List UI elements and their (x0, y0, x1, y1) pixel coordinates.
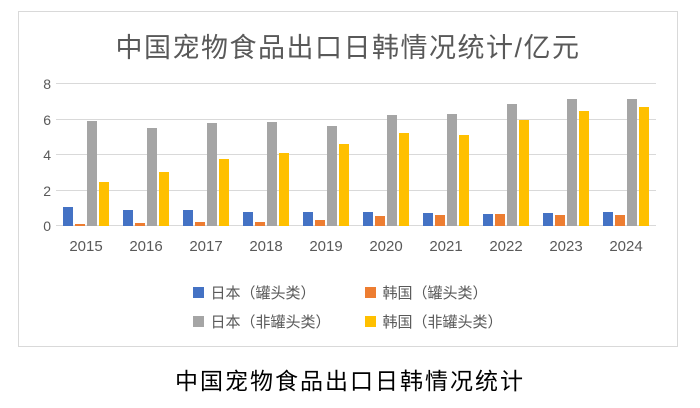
legend-label: 韩国（非罐头类） (382, 314, 503, 331)
chart-title: 中国宠物食品出口日韩情况统计/亿元 (115, 33, 581, 63)
bar-group-2017 (176, 84, 236, 226)
bar-group-2016 (116, 84, 176, 226)
y-tick-label: 6 (43, 111, 51, 128)
bar-韩国（非罐头类）-2015 (99, 181, 109, 226)
bar-日本（非罐头类）-2023 (567, 99, 577, 226)
bar-日本（罐头类）-2018 (243, 211, 253, 226)
bar-日本（非罐头类）-2017 (207, 123, 217, 226)
bar-韩国（罐头类）-2023 (555, 215, 565, 226)
bar-日本（非罐头类）-2024 (627, 99, 637, 226)
bar-日本（罐头类）-2022 (483, 213, 493, 226)
bar-日本（罐头类）-2015 (63, 207, 73, 226)
gridline (56, 83, 656, 84)
x-tick-label: 2020 (369, 238, 403, 255)
bar-group-2024 (596, 84, 656, 226)
y-tick-label: 8 (43, 76, 51, 92)
bar-韩国（罐头类）-2021 (435, 215, 445, 226)
bar-韩国（非罐头类）-2023 (579, 110, 589, 226)
legend-item: 韩国（非罐头类） (365, 311, 503, 332)
bar-日本（非罐头类）-2019 (327, 125, 337, 226)
bar-group-2018 (236, 84, 296, 226)
bar-韩国（罐头类）-2022 (495, 213, 505, 226)
bar-韩国（罐头类）-2015 (75, 224, 85, 226)
legend-label: 日本（非罐头类） (210, 314, 331, 331)
plot-area (56, 83, 656, 226)
legend-swatch-icon (365, 287, 377, 298)
bar-日本（非罐头类）-2022 (507, 104, 517, 226)
x-tick-label: 2017 (189, 238, 223, 255)
legend-swatch-icon (193, 316, 205, 327)
bar-group-2023 (536, 84, 596, 226)
bar-韩国（罐头类）-2017 (195, 222, 205, 226)
y-tick-label: 2 (43, 182, 51, 199)
bar-日本（非罐头类）-2018 (267, 122, 277, 226)
bar-日本（罐头类）-2023 (543, 212, 553, 226)
bar-韩国（非罐头类）-2019 (339, 144, 349, 226)
x-tick-label: 2023 (549, 238, 583, 255)
legend: 日本（罐头类） 韩国（罐头类） 日本（非罐头类） 韩国（非罐头类） (19, 282, 677, 332)
chart-frame: 中国宠物食品出口日韩情况统计/亿元 0 2 4 6 8 2015 2016 2017 2018… (18, 11, 678, 347)
gridline (56, 118, 656, 120)
y-tick-label: 4 (43, 147, 51, 163)
x-axis: 2015 2016 2017 2018 2019 2020 2021 2022 2023 2024 (56, 238, 656, 255)
bar-日本（罐头类）-2017 (183, 210, 193, 226)
bar-日本（非罐头类）-2020 (387, 115, 397, 226)
bar-韩国（非罐头类）-2016 (159, 171, 169, 226)
chart-caption: 中国宠物食品出口日韩情况统计 (175, 369, 525, 394)
legend-swatch-icon (193, 287, 205, 298)
bar-日本（罐头类）-2021 (423, 212, 433, 226)
bar-日本（非罐头类）-2016 (147, 128, 157, 226)
bar-韩国（罐头类）-2020 (375, 216, 385, 226)
bar-group-2022 (476, 84, 536, 226)
bar-韩国（非罐头类）-2021 (459, 135, 469, 226)
x-tick-label: 2022 (489, 238, 523, 255)
bar-group-2021 (416, 84, 476, 226)
bar-韩国（非罐头类）-2017 (219, 159, 229, 226)
gridline (56, 154, 656, 155)
bar-韩国（非罐头类）-2018 (279, 153, 289, 226)
bar-日本（罐头类）-2024 (603, 212, 613, 226)
bar-韩国（非罐头类）-2022 (519, 119, 529, 226)
bar-日本（罐头类）-2020 (363, 211, 373, 226)
x-tick-label: 2016 (129, 238, 163, 255)
bar-group-2020 (356, 84, 416, 226)
bar-日本（非罐头类）-2015 (87, 121, 97, 226)
bar-韩国（罐头类）-2024 (615, 215, 625, 226)
x-tick-label: 2018 (249, 238, 283, 255)
y-axis: 0 2 4 6 8 (25, 77, 51, 233)
bar-韩国（罐头类）-2019 (315, 219, 325, 226)
bar-韩国（罐头类）-2018 (255, 221, 265, 226)
legend-item: 韩国（罐头类） (365, 282, 502, 303)
bar-group-2015 (56, 84, 116, 226)
bar-日本（罐头类）-2019 (303, 211, 313, 226)
legend-label: 日本（罐头类） (210, 285, 316, 302)
x-tick-label: 2021 (429, 238, 463, 255)
x-tick-label: 2019 (309, 238, 343, 255)
bar-group-2019 (296, 84, 356, 226)
bar-日本（罐头类）-2016 (123, 210, 133, 226)
bar-韩国（非罐头类）-2024 (639, 107, 649, 226)
legend-item: 日本（罐头类） (193, 282, 365, 303)
legend-swatch-icon (365, 316, 377, 327)
y-tick-label: 0 (43, 218, 51, 234)
bar-韩国（罐头类）-2016 (135, 223, 145, 226)
bar-日本（非罐头类）-2021 (447, 114, 457, 226)
gridline (56, 189, 656, 191)
legend-label: 韩国（罐头类） (382, 285, 488, 302)
bar-韩国（非罐头类）-2020 (399, 132, 409, 226)
legend-item: 日本（非罐头类） (193, 311, 365, 332)
x-tick-label: 2024 (609, 238, 643, 255)
x-axis-line (56, 225, 656, 226)
x-tick-label: 2015 (69, 238, 103, 255)
